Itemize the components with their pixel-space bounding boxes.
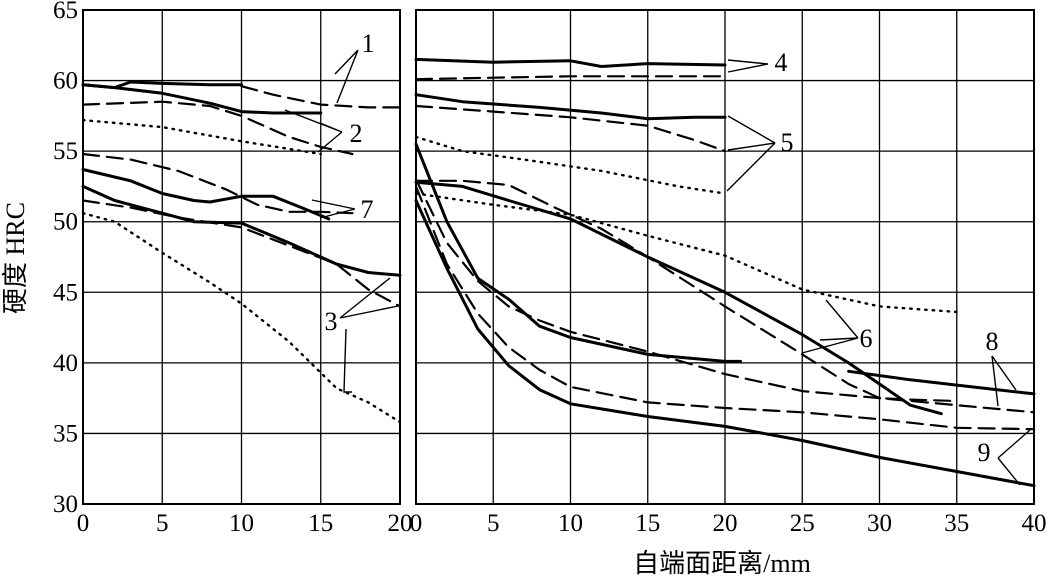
curve-label-7: 7	[311, 195, 374, 224]
right-series-6-line	[414, 192, 958, 314]
leader-line-6	[801, 299, 859, 354]
right-series-11-line	[847, 369, 1036, 396]
leader-line-7	[311, 199, 356, 219]
curve-label-3: 3	[325, 277, 399, 393]
right-series-12-line	[414, 185, 1036, 431]
left-series-8-line	[81, 199, 402, 308]
y-tick-label: 60	[53, 68, 78, 95]
y-axis-title: 硬度 HRC	[1, 202, 30, 314]
series-layer	[81, 57, 1036, 488]
right-series-1-line	[414, 57, 727, 68]
y-tick-label: 50	[53, 209, 78, 236]
left-series-7-line	[81, 168, 331, 221]
right-series-7-line	[414, 179, 958, 403]
left-series-5-line	[81, 118, 322, 156]
right-series-8-line	[414, 180, 943, 416]
left-x-tick-label: 20	[388, 510, 413, 537]
left-series-3-line	[81, 83, 323, 115]
label-4: 4	[775, 48, 788, 77]
right-series-4-line	[414, 104, 727, 153]
curve-label-1: 1	[334, 29, 375, 104]
label-3: 3	[325, 307, 338, 336]
label-6: 6	[860, 324, 873, 353]
label-8: 8	[986, 327, 999, 356]
y-tick-label: 30	[53, 491, 78, 518]
left-x-tick-label: 5	[156, 510, 169, 537]
leader-line-1	[334, 49, 359, 104]
right-series-5-line	[414, 135, 727, 195]
label-7: 7	[361, 195, 374, 224]
curve-label-2: 2	[284, 109, 363, 153]
leader-line-4	[727, 59, 769, 73]
right-x-tick-label: 5	[487, 510, 500, 537]
right-x-tick-label: 0	[410, 510, 423, 537]
curve-label-5: 5	[726, 115, 794, 192]
x-axis-title: 自端面距离/mm	[633, 549, 811, 578]
left-panel-frame	[82, 9, 401, 505]
label-9: 9	[978, 438, 991, 467]
right-x-tick-label: 15	[635, 510, 660, 537]
curve-label-4: 4	[727, 48, 788, 77]
right-series-2-line	[414, 75, 727, 81]
y-tick-label: 40	[53, 350, 78, 377]
right-series-3-line	[414, 93, 727, 121]
label-1: 1	[362, 29, 375, 58]
right-x-tick-label: 35	[944, 510, 969, 537]
right-x-tick-label: 40	[1022, 510, 1047, 537]
right-x-tick-label: 10	[558, 510, 583, 537]
left-x-tick-label: 0	[77, 510, 90, 537]
leader-line-5	[726, 115, 776, 192]
y-tick-label: 55	[53, 138, 78, 165]
right-series-10-line	[414, 178, 1036, 414]
right-panel-frame	[415, 9, 1035, 505]
left-series-2-line	[240, 85, 402, 109]
left-series-4-line	[81, 100, 354, 156]
left-x-tick-label: 15	[308, 510, 333, 537]
left-series-9-line	[81, 184, 402, 277]
left-x-tick-label: 10	[229, 510, 254, 537]
leader-line-2	[284, 109, 343, 153]
left-series-10-line	[81, 212, 402, 424]
curve-label-6: 6	[801, 299, 873, 354]
right-x-tick-label: 30	[867, 510, 892, 537]
right-series-13-line	[414, 199, 1036, 488]
y-tick-label: 65	[53, 0, 78, 24]
label-5: 5	[781, 128, 794, 157]
right-x-tick-label: 25	[790, 510, 815, 537]
leader-line-3	[339, 277, 399, 393]
label-2: 2	[350, 119, 363, 148]
right-series-9-line	[414, 142, 742, 363]
y-tick-label: 35	[53, 420, 78, 447]
leader-line-9	[997, 429, 1031, 486]
y-tick-label: 45	[53, 279, 78, 306]
right-x-tick-label: 20	[713, 510, 738, 537]
curve-label-8: 8	[986, 327, 1017, 407]
leader-line-8	[991, 355, 1017, 407]
curve-label-9: 9	[978, 429, 1031, 486]
